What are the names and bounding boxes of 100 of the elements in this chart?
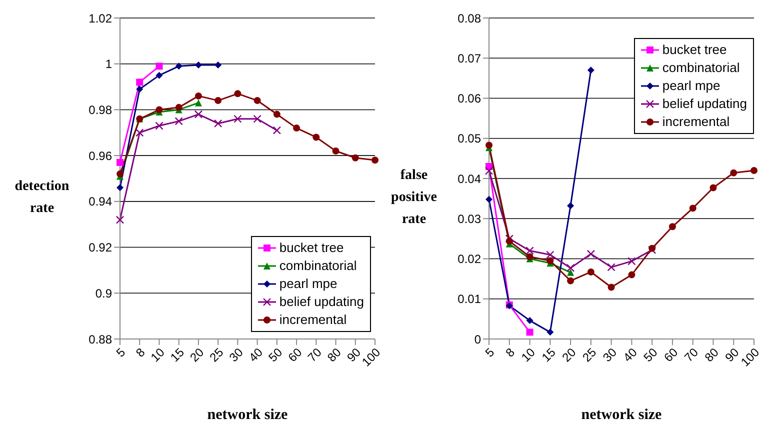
point <box>194 62 202 69</box>
point <box>587 66 594 74</box>
y-tick-label: 0.02 <box>458 252 482 266</box>
point <box>730 169 738 176</box>
x-tick-label: 80 <box>702 345 722 365</box>
point <box>156 106 163 114</box>
x-tick-label: 70 <box>304 345 325 365</box>
point <box>194 99 202 106</box>
point <box>566 264 575 272</box>
point <box>668 223 676 230</box>
point <box>214 119 222 128</box>
legend-label: bucket tree <box>279 239 344 257</box>
point <box>526 317 534 324</box>
point <box>486 142 492 149</box>
point <box>174 117 183 126</box>
point <box>156 72 163 79</box>
y-tick-label: 0.07 <box>458 51 482 66</box>
point <box>607 263 616 272</box>
point <box>546 328 554 336</box>
point <box>155 122 164 130</box>
legend-label: combinatorial <box>662 59 740 77</box>
legend-label: incremental <box>662 113 730 131</box>
point <box>116 216 124 224</box>
point <box>234 114 242 123</box>
legend-label: belief updating <box>662 95 747 113</box>
legend-label: bucket tree <box>662 41 727 59</box>
point <box>608 284 615 291</box>
point <box>526 246 534 255</box>
point <box>136 86 144 93</box>
point <box>689 204 696 212</box>
x-axis-title: network size <box>581 407 662 423</box>
point <box>648 244 656 252</box>
x-tick-label: 30 <box>600 345 620 365</box>
point <box>136 128 144 137</box>
point <box>253 114 262 123</box>
x-tick-label: 80 <box>324 345 344 365</box>
x-axis-title: network size <box>207 407 288 423</box>
x-tick-label: 8 <box>133 345 148 360</box>
point <box>234 90 242 98</box>
point <box>484 166 494 175</box>
point <box>506 238 513 245</box>
y-tick-label: 0.01 <box>458 292 482 306</box>
y-tick-label: 0.06 <box>458 92 482 106</box>
y-tick-label: 0.92 <box>88 240 112 255</box>
x-tick-label: 5 <box>114 345 128 360</box>
point <box>332 147 340 154</box>
point <box>273 110 280 118</box>
point <box>214 97 222 104</box>
x-tick-label: 50 <box>266 345 286 365</box>
point <box>567 277 574 284</box>
y-tick-label: 0.98 <box>88 102 112 117</box>
point <box>194 92 202 100</box>
point <box>194 110 203 118</box>
x-tick-label: 15 <box>168 345 188 365</box>
point <box>710 184 717 192</box>
point <box>156 62 163 70</box>
y-axis-title: false positive rate <box>390 166 438 228</box>
y-tick-label: 0.94 <box>88 194 112 209</box>
legend-label: pearl mpe <box>662 77 720 95</box>
x-tick-label: 50 <box>640 345 660 365</box>
legend-label: incremental <box>279 311 347 329</box>
legend-label: combinatorial <box>279 257 357 275</box>
y-tick-label: 0.04 <box>458 172 482 186</box>
point <box>175 104 182 111</box>
x-tick-label: 20 <box>187 345 207 365</box>
point <box>175 62 182 70</box>
point <box>750 166 758 174</box>
point <box>116 158 124 166</box>
point <box>546 250 554 259</box>
point <box>567 202 574 210</box>
x-tick-label: 40 <box>620 345 640 365</box>
x-tick-label: 40 <box>246 345 266 365</box>
point <box>116 184 124 192</box>
y-axis-title: detection rate <box>14 178 70 218</box>
point <box>352 154 359 162</box>
point <box>486 196 492 203</box>
point <box>567 268 574 276</box>
y-tick-label: 1.02 <box>88 11 112 26</box>
x-tick-label: 8 <box>502 345 518 360</box>
point <box>628 257 636 266</box>
y-tick-label: 0.88 <box>88 332 112 346</box>
x-tick-label: 25 <box>580 345 600 365</box>
y-tick-label: 0.05 <box>458 132 482 146</box>
x-tick-label: 60 <box>661 345 681 365</box>
point <box>116 170 124 178</box>
x-tick-label: 10 <box>148 345 168 365</box>
y-tick-label: 0.96 <box>88 148 112 163</box>
y-tick-label: 1 <box>105 57 112 72</box>
point <box>254 97 261 104</box>
y-tick-label: 0.03 <box>458 212 482 226</box>
point <box>312 134 320 141</box>
x-tick-label: 70 <box>682 345 702 365</box>
point <box>628 271 636 278</box>
point <box>526 328 534 336</box>
point <box>136 78 144 86</box>
point <box>214 62 222 69</box>
y-tick-label: 0.9 <box>95 286 112 300</box>
x-tick-label: 25 <box>206 345 226 365</box>
point <box>272 126 282 134</box>
legend-label: belief updating <box>279 293 364 311</box>
